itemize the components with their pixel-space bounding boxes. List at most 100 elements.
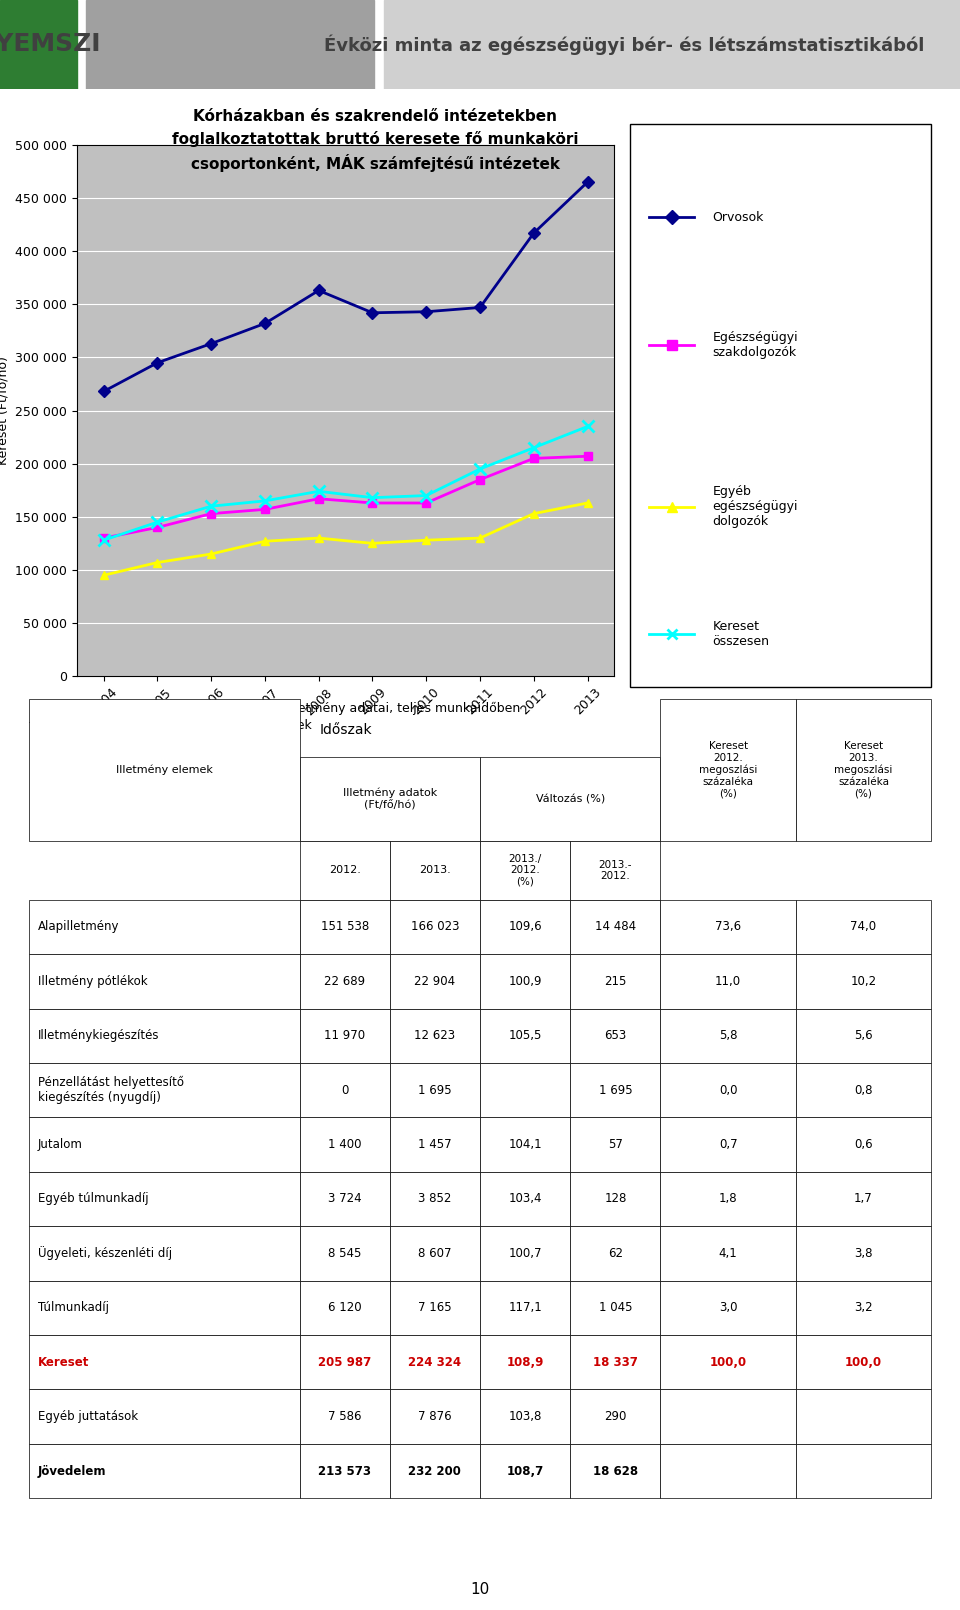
Text: 18 628: 18 628 <box>592 1465 638 1478</box>
Text: 2013./
2012.
(%): 2013./ 2012. (%) <box>509 853 541 887</box>
Bar <box>384 0 960 89</box>
Text: 100,0: 100,0 <box>845 1356 882 1368</box>
Text: 14 484: 14 484 <box>595 921 636 934</box>
Bar <box>570 1117 660 1172</box>
Bar <box>570 840 660 900</box>
Bar <box>390 1335 480 1389</box>
Text: 0,7: 0,7 <box>719 1138 737 1151</box>
Text: Egészségügyi
szakdolgozók: Egészségügyi szakdolgozók <box>712 330 799 359</box>
Bar <box>570 1172 660 1227</box>
Text: 10: 10 <box>470 1583 490 1597</box>
Bar <box>390 1172 480 1227</box>
Text: 3,2: 3,2 <box>854 1301 873 1314</box>
Bar <box>390 1280 480 1335</box>
Bar <box>390 1227 480 1280</box>
Bar <box>660 955 796 1008</box>
Bar <box>660 1172 796 1227</box>
Text: 213 573: 213 573 <box>318 1465 372 1478</box>
Text: 7 165: 7 165 <box>418 1301 452 1314</box>
Text: 151 538: 151 538 <box>321 921 369 934</box>
Text: 653: 653 <box>604 1029 627 1042</box>
Bar <box>390 1008 480 1063</box>
Text: 62: 62 <box>608 1246 623 1261</box>
FancyBboxPatch shape <box>631 124 931 686</box>
Text: 2013.-
2012.: 2013.- 2012. <box>599 860 632 881</box>
Bar <box>796 1172 931 1227</box>
Text: 0,6: 0,6 <box>854 1138 873 1151</box>
Text: 3,0: 3,0 <box>719 1301 737 1314</box>
Bar <box>660 1008 796 1063</box>
Text: Jövedelem: Jövedelem <box>37 1465 107 1478</box>
Bar <box>660 1335 796 1389</box>
Text: Egyéb
egészségügyi
dolgozók: Egyéb egészségügyi dolgozók <box>712 485 798 528</box>
Text: 7 586: 7 586 <box>328 1410 361 1423</box>
Text: 105,5: 105,5 <box>509 1029 541 1042</box>
Text: 1 045: 1 045 <box>599 1301 632 1314</box>
Bar <box>660 900 796 955</box>
Bar <box>796 1063 931 1117</box>
Text: 0: 0 <box>341 1084 348 1096</box>
Bar <box>570 1280 660 1335</box>
Bar <box>300 1444 390 1499</box>
Text: 1 695: 1 695 <box>598 1084 633 1096</box>
Bar <box>390 955 480 1008</box>
Text: 5.1.4.2. Kórházak, szakrendelő intézetek illetmény adatai, teljes munkaidőben
fo: 5.1.4.2. Kórházak, szakrendelő intézetek… <box>29 702 520 733</box>
Text: 3 852: 3 852 <box>419 1193 451 1206</box>
Text: 1 457: 1 457 <box>418 1138 452 1151</box>
Bar <box>300 1335 390 1389</box>
Text: 108,9: 108,9 <box>507 1356 543 1368</box>
Bar <box>29 1280 300 1335</box>
Text: Illetménykiegészítés: Illetménykiegészítés <box>37 1029 159 1042</box>
Bar <box>480 1227 570 1280</box>
Bar <box>796 1280 931 1335</box>
Bar <box>796 1335 931 1389</box>
Bar <box>660 1389 796 1444</box>
Bar <box>300 1063 390 1117</box>
Bar <box>29 1227 300 1280</box>
Bar <box>29 955 300 1008</box>
Text: 12 623: 12 623 <box>415 1029 455 1042</box>
Bar <box>480 1172 570 1227</box>
Bar <box>300 1280 390 1335</box>
Bar <box>570 1389 660 1444</box>
Bar <box>390 900 480 955</box>
Bar <box>300 1008 390 1063</box>
Bar <box>660 699 796 840</box>
Bar <box>570 1444 660 1499</box>
Bar <box>390 840 480 900</box>
Bar <box>480 955 570 1008</box>
Bar <box>300 1172 390 1227</box>
Text: Kereset
2012.
megoszlási
százaléka
(%): Kereset 2012. megoszlási százaléka (%) <box>699 741 757 799</box>
Text: Jutalom: Jutalom <box>37 1138 83 1151</box>
Text: 166 023: 166 023 <box>411 921 459 934</box>
Bar <box>480 1063 570 1117</box>
Y-axis label: Kereset (Ft/fő/hó): Kereset (Ft/fő/hó) <box>0 356 10 465</box>
Bar <box>300 955 390 1008</box>
Bar <box>300 1227 390 1280</box>
Text: 224 324: 224 324 <box>408 1356 462 1368</box>
Text: 1,8: 1,8 <box>719 1193 737 1206</box>
Bar <box>29 1008 300 1063</box>
Bar <box>660 1117 796 1172</box>
Text: 7 876: 7 876 <box>418 1410 452 1423</box>
Bar <box>480 1444 570 1499</box>
Text: 8 607: 8 607 <box>419 1246 451 1261</box>
Text: Illetmény elemek: Illetmény elemek <box>116 765 212 774</box>
Bar <box>570 1227 660 1280</box>
Bar <box>480 1389 570 1444</box>
Bar <box>390 1389 480 1444</box>
Text: 1,7: 1,7 <box>854 1193 873 1206</box>
Text: Alapilletmény: Alapilletmény <box>37 921 119 934</box>
Bar <box>390 1444 480 1499</box>
Bar <box>480 840 570 900</box>
Bar <box>300 1389 390 1444</box>
X-axis label: Időszak: Időszak <box>320 723 372 737</box>
Text: Egyéb túlmunkadíj: Egyéb túlmunkadíj <box>37 1193 149 1206</box>
Bar <box>29 1335 300 1389</box>
Text: Évközi minta az egészségügyi bér- és létszámstatisztikából: Évközi minta az egészségügyi bér- és lét… <box>324 34 924 55</box>
Bar <box>796 1008 931 1063</box>
Bar <box>480 1280 570 1335</box>
Text: 117,1: 117,1 <box>508 1301 542 1314</box>
Bar <box>300 900 390 955</box>
Bar <box>480 757 660 840</box>
